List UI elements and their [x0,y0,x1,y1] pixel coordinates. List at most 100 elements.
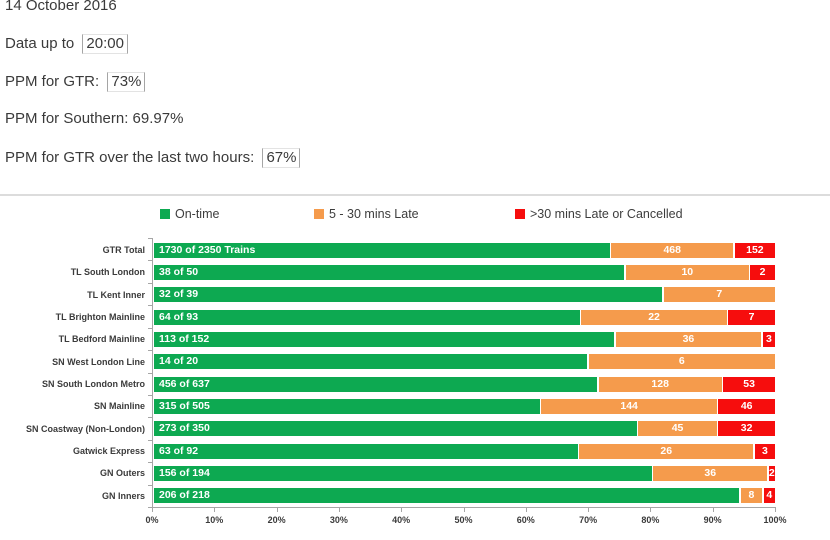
bar-value-label: 7 [716,288,723,301]
bar-segment-cancelled: 3 [754,443,775,459]
chart-row: SN South London Metro 456 of 637 128 53 [0,373,775,395]
category-label: GTR Total [102,245,145,256]
bar-value-label: 38 of 50 [159,265,199,278]
bar-value-label: 456 of 637 [159,377,210,390]
chart-row: TL South London 38 of 50 10 2 [0,261,775,283]
chart-row: SN Coastway (Non-London) 273 of 350 45 32 [0,418,775,440]
late-swatch-icon [314,208,324,219]
x-axis-tick [401,507,403,512]
bar-value-label: 113 of 152 [159,332,210,345]
x-axis-label: 20% [267,515,286,525]
bar-value-label: 144 [620,399,638,412]
legend-item-late: 5 - 30 mins Late [314,206,419,221]
chart-row: SN West London Line 14 of 20 6 [0,351,775,373]
bar-value-label: 32 [740,422,753,435]
cancelled-swatch-icon [515,208,525,219]
y-axis-tick [148,439,152,441]
bar-segment-ontime: 38 of 50 [154,264,625,280]
bar-segment-cancelled: 46 [718,398,775,414]
bar-segment-late: 45 [638,421,717,437]
bar-segment-cancelled: 32 [718,421,775,437]
bar-value-label: 273 of 350 [159,422,210,435]
bar-segment-ontime: 156 of 194 [154,465,652,481]
data-up-to-line: Data up to 20:00 [5,34,128,54]
chart-row: GN Outers 156 of 194 36 2 [0,462,775,484]
bar-value-label: 36 [682,332,695,345]
y-axis-tick [148,327,152,329]
bar-value-label: 7 [748,310,755,323]
ppm-gtr-label: PPM for GTR: [5,73,100,90]
bar-segment-late: 144 [541,398,717,414]
x-axis-label: 10% [205,515,224,525]
ppm-gtr-2h-field[interactable]: 67% [262,148,301,168]
legend-item-ontime: On-time [160,206,219,221]
ppm-gtr-field[interactable]: 73% [107,72,146,92]
x-axis-tick [712,507,714,512]
ontime-swatch-icon [160,208,170,219]
bar-segment-cancelled: 152 [734,242,775,258]
y-axis-tick [148,507,152,508]
bar-segment-ontime: 206 of 218 [154,488,740,504]
x-axis-label: 100% [763,515,787,525]
category-label: TL Brighton Mainline [55,312,145,323]
chart-row: TL Kent Inner 32 of 39 7 [0,284,775,306]
bar-segment-ontime: 456 of 637 [154,376,598,392]
bar-segment-cancelled: 7 [728,309,775,325]
x-axis-label: 60% [516,515,535,525]
x-axis-tick [650,507,652,512]
bar-value-label: 22 [648,310,660,323]
x-axis-label: 70% [579,515,598,525]
legend-item-cancelled: >30 mins Late or Cancelled [515,206,683,221]
chart-row: GN Inners 206 of 218 8 4 [0,485,775,507]
bar-value-label: 46 [740,399,753,412]
data-up-to-field[interactable]: 20:00 [82,34,128,54]
y-axis-tick [148,350,152,352]
bar-segment-late: 26 [579,443,754,459]
bar-track: 14 of 20 6 [154,354,775,370]
report-date: 14 October 2016 [5,0,117,14]
section-divider [0,194,830,196]
x-axis-tick [152,507,153,512]
bar-segment-late: 8 [740,488,763,504]
x-axis-tick [525,507,527,512]
legend-label: >30 mins Late or Cancelled [530,206,683,221]
bar-segment-ontime: 14 of 20 [154,354,588,370]
chart-rows: GTR Total 1730 of 2350 Trains 468 152 TL Sou… [0,239,775,507]
bar-value-label: 53 [743,377,755,390]
bar-value-label: 152 [746,243,764,256]
bar-track: 206 of 218 8 4 [154,488,775,504]
y-axis-tick [148,372,152,374]
bar-track: 38 of 50 10 2 [154,264,775,280]
bar-segment-late: 36 [653,465,768,481]
bar-segment-late: 6 [588,354,775,370]
chart-row: TL Brighton Mainline 64 of 93 22 7 [0,306,775,328]
bar-segment-ontime: 32 of 39 [154,287,663,303]
chart-row: SN Mainline 315 of 505 144 46 [0,395,775,417]
x-axis-tick [463,507,465,512]
chart-legend: On-time 5 - 30 mins Late >30 mins Late o… [0,206,830,221]
category-label: SN Mainline [93,401,145,412]
bar-track: 456 of 637 128 53 [154,376,775,392]
x-axis-label: 50% [454,515,473,525]
bar-segment-cancelled: 3 [762,331,775,347]
ppm-gtr-2h-label: PPM for GTR over the last two hours: [5,149,255,166]
bar-value-label: 45 [671,422,684,435]
bar-segment-late: 10 [625,264,749,280]
category-label: Gatwick Express [72,446,145,457]
x-axis-tick [338,507,340,512]
bar-value-label: 4 [766,489,773,502]
y-axis-line [152,238,153,507]
bar-value-label: 315 of 505 [159,399,210,412]
chart-row: TL Bedford Mainline 113 of 152 36 3 [0,328,775,350]
legend-label: 5 - 30 mins Late [329,206,419,221]
bar-segment-cancelled: 2 [768,465,775,481]
bar-segment-ontime: 273 of 350 [154,421,637,437]
ppm-southern-line: PPM for Southern: 69.97% [5,110,184,127]
y-axis-tick [148,394,152,396]
bar-value-label: 206 of 218 [159,489,210,502]
y-axis-tick [148,260,152,262]
ppm-gtr-2h-line: PPM for GTR over the last two hours: 67% [5,148,301,168]
bar-value-label: 14 of 20 [159,355,199,368]
y-axis-tick [148,484,152,486]
